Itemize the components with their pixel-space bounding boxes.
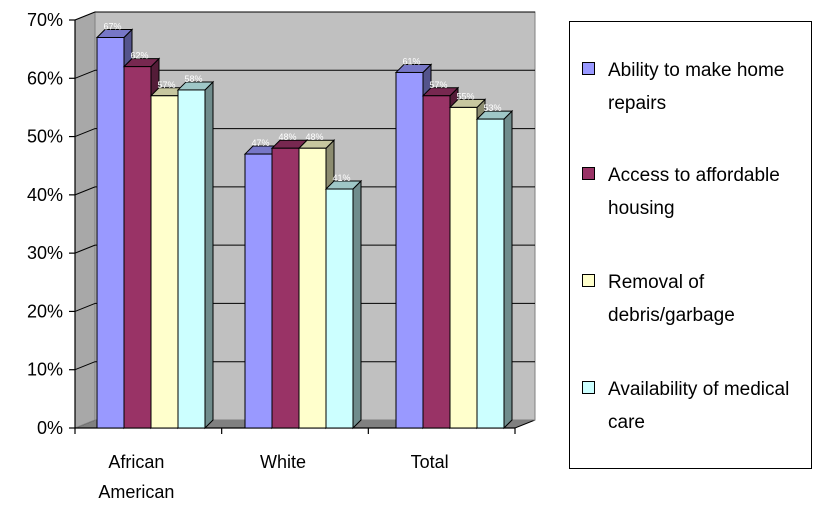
bar: [475, 109, 514, 430]
bar-front: [395, 71, 424, 429]
gridline-side: [74, 69, 96, 79]
legend-swatch-affordable-housing: [582, 167, 595, 180]
legend-swatch-home-repairs: [582, 62, 595, 75]
legend-swatch-medical-care: [582, 381, 595, 394]
data-label: 67%: [103, 21, 121, 31]
data-label: 48%: [278, 132, 296, 142]
legend-label-affordable-housing: Access to affordable housing: [608, 165, 780, 219]
gridline-side: [74, 11, 96, 21]
legend-label-debris-removal: Removal of debris/garbage: [608, 272, 735, 326]
bar-front: [123, 66, 152, 429]
bar-front: [177, 89, 206, 429]
legend-label-home-repairs: Ability to make home repairs: [608, 60, 785, 114]
y-tick-label: 10%: [27, 360, 63, 380]
bar-side: [352, 179, 362, 430]
bar-side: [204, 80, 214, 430]
bar-front: [422, 95, 451, 429]
x-tick-label: White: [260, 452, 306, 472]
bar-front: [96, 36, 125, 429]
bar-front: [244, 153, 273, 429]
bar-front: [150, 95, 179, 429]
bar-front: [476, 118, 505, 429]
y-tick-label: 50%: [27, 127, 63, 147]
bar-side: [503, 109, 513, 430]
data-label: 53%: [483, 103, 501, 113]
data-label: 58%: [184, 74, 202, 84]
y-tick-label: 0%: [37, 418, 63, 438]
legend-label-medical-care: Availability of medical care: [608, 379, 790, 433]
x-tick-label: Total: [411, 452, 449, 472]
data-label: 47%: [251, 138, 269, 148]
data-label: 55%: [456, 91, 474, 101]
y-tick-label: 30%: [27, 243, 63, 263]
bar: [324, 179, 363, 430]
legend-swatch-debris-removal: [582, 274, 595, 287]
bar-front: [271, 147, 300, 429]
y-tick-label: 40%: [27, 185, 63, 205]
data-label: 57%: [429, 80, 447, 90]
bar-front: [449, 106, 478, 429]
data-label: 62%: [130, 51, 148, 61]
gridline-side: [74, 244, 96, 254]
data-label: 61%: [402, 56, 420, 66]
bar-front: [298, 147, 327, 429]
x-tick-label: African: [108, 452, 164, 472]
legend: Ability to make home repairs Access to a…: [569, 21, 812, 469]
data-label: 48%: [305, 132, 323, 142]
bar-front: [325, 188, 354, 429]
gridline-side: [74, 128, 96, 138]
gridline-side: [74, 302, 96, 312]
bar: [176, 80, 215, 430]
y-tick-label: 20%: [27, 301, 63, 321]
x-tick-label: American: [98, 482, 174, 502]
gridline-side: [74, 186, 96, 196]
y-tick-label: 70%: [27, 10, 63, 30]
y-tick-label: 60%: [27, 68, 63, 88]
data-label: 41%: [332, 173, 350, 183]
gridline-side: [74, 361, 96, 371]
data-label: 57%: [157, 80, 175, 90]
